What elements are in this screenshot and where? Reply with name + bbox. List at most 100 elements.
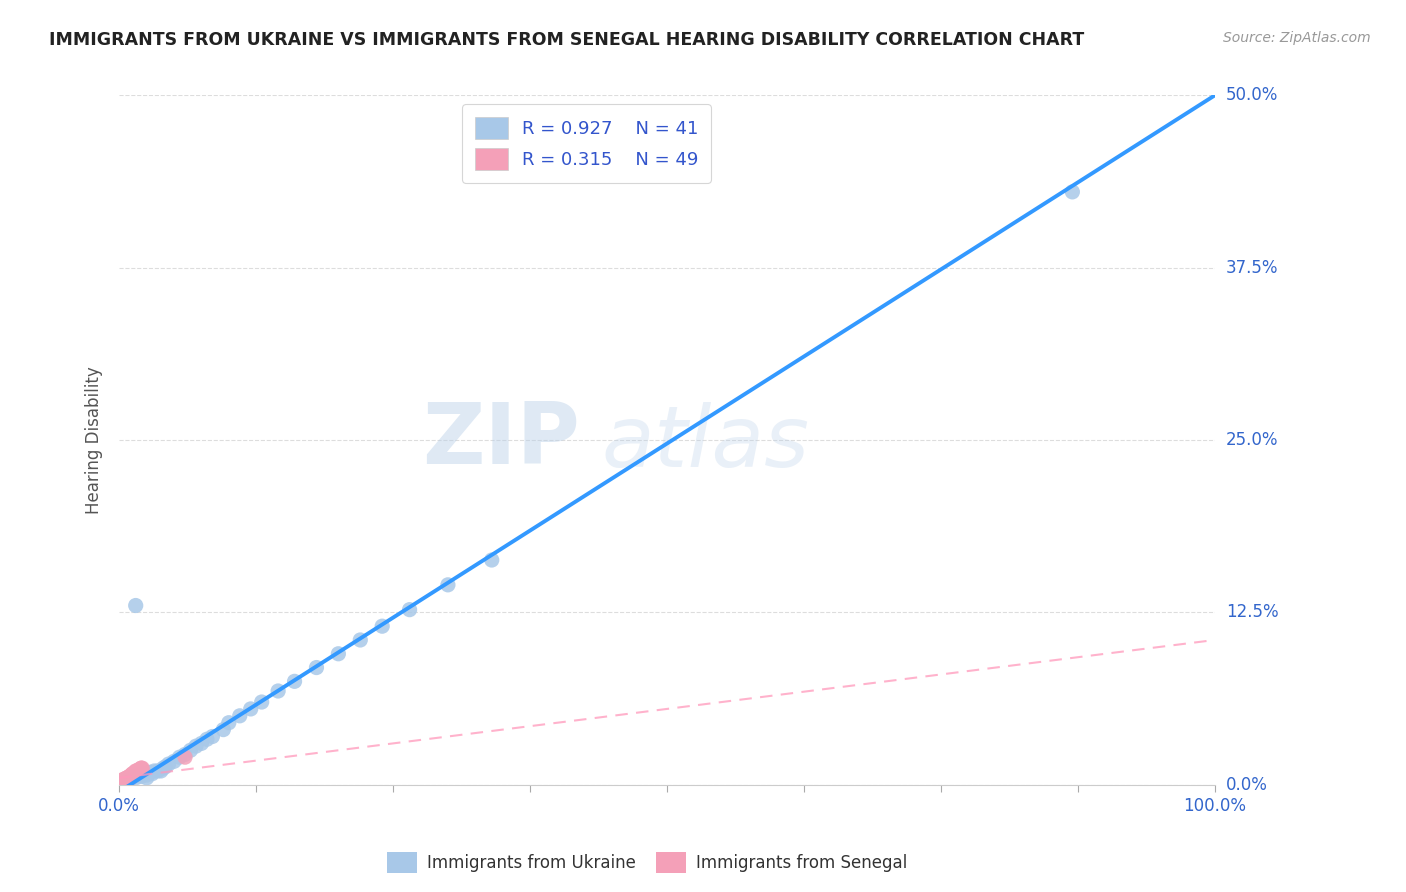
Point [146,764,169,778]
Point [112,773,135,788]
Point [117,771,139,785]
Point [117,771,139,785]
Point [115,772,138,787]
Point [122,766,145,780]
Point [201,730,224,744]
Point [179,743,201,757]
Point [152,761,174,775]
Point [120,768,142,782]
Text: 0.0%: 0.0% [1226,776,1268,794]
Point [115,773,138,788]
Point [111,773,134,788]
Point [115,771,138,785]
Legend: R = 0.927    N = 41, R = 0.315    N = 49: R = 0.927 N = 41, R = 0.315 N = 49 [463,104,711,183]
Point [128,763,150,777]
Point [218,715,240,730]
Point [115,772,138,787]
Point [115,771,138,785]
Point [120,769,142,783]
Text: IMMIGRANTS FROM UKRAINE VS IMMIGRANTS FROM SENEGAL HEARING DISABILITY CORRELATIO: IMMIGRANTS FROM UKRAINE VS IMMIGRANTS FR… [49,31,1084,49]
Text: 50.0%: 50.0% [1226,87,1278,104]
Point [125,764,148,778]
Point [120,768,142,782]
Point [481,553,503,567]
Point [129,761,152,775]
Point [112,773,135,788]
Point [125,765,148,780]
Point [118,771,141,785]
Point [132,766,155,780]
Point [125,764,148,778]
Point [124,765,146,780]
Text: atlas: atlas [602,402,810,485]
Point [149,764,172,778]
Point [195,732,218,747]
Point [283,674,305,689]
Point [127,764,149,778]
Point [121,766,143,780]
Point [120,771,142,785]
Point [129,763,152,777]
Point [157,757,180,772]
Point [328,647,350,661]
Point [120,769,142,783]
Point [111,773,134,788]
Point [121,769,143,783]
Point [305,660,328,674]
Point [125,599,148,613]
Point [120,772,142,787]
Point [114,772,136,787]
Point [129,769,152,783]
Point [122,766,145,780]
Point [121,768,143,782]
Point [115,772,138,787]
Point [239,702,262,716]
Point [169,750,191,764]
Point [114,773,136,788]
Point [120,771,142,785]
Text: 37.5%: 37.5% [1226,259,1278,277]
Point [212,723,235,737]
Point [118,769,141,783]
Point [121,769,143,783]
Text: ZIP: ZIP [422,399,579,482]
Point [398,602,420,616]
Point [117,771,139,785]
Point [128,768,150,782]
Point [117,772,139,787]
Point [112,772,135,787]
Text: 12.5%: 12.5% [1226,603,1278,622]
Point [371,619,394,633]
Point [163,754,186,768]
Point [131,761,153,775]
Point [349,632,371,647]
Point [135,771,157,785]
Point [141,766,163,780]
Point [125,771,148,785]
Point [139,765,162,780]
Point [117,771,139,785]
Legend: Immigrants from Ukraine, Immigrants from Senegal: Immigrants from Ukraine, Immigrants from… [380,846,914,880]
Point [129,761,152,775]
Point [114,773,136,788]
Point [118,771,141,785]
Point [174,747,197,762]
Point [135,768,157,782]
Y-axis label: Hearing Disability: Hearing Disability [86,367,103,514]
Point [229,708,252,723]
Point [143,764,166,778]
Point [115,772,138,787]
Point [250,695,273,709]
Point [1062,185,1084,199]
Text: Source: ZipAtlas.com: Source: ZipAtlas.com [1223,31,1371,45]
Point [115,772,138,787]
Point [184,739,207,753]
Point [190,736,212,750]
Point [174,750,197,764]
Point [437,578,460,592]
Point [267,684,290,698]
Point [118,771,141,785]
Point [115,772,138,787]
Point [155,760,177,774]
Point [114,772,136,787]
